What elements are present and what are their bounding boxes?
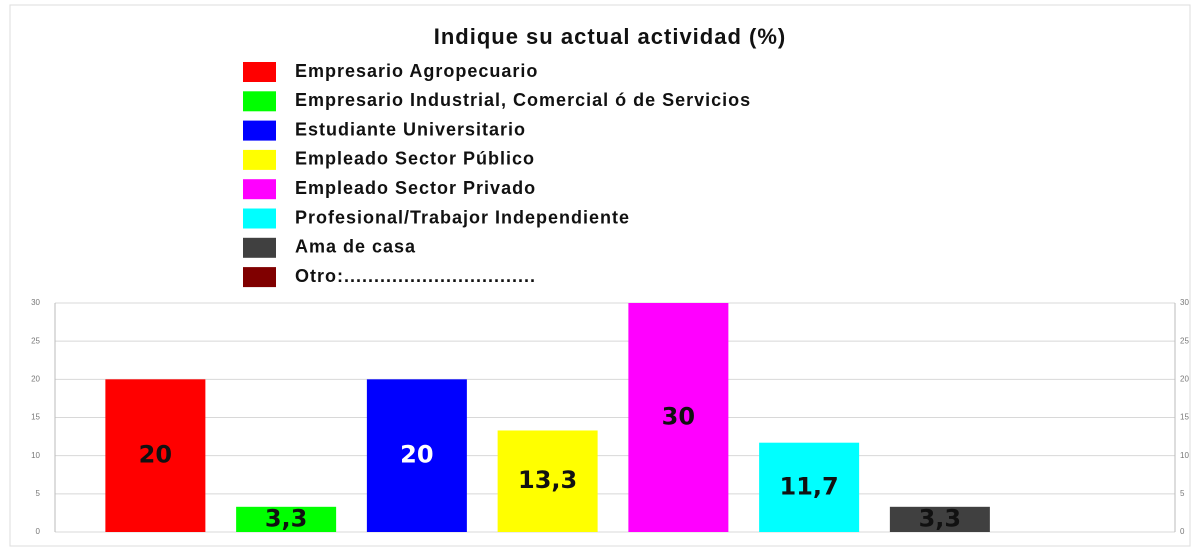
value-label: 3,3 [265,504,308,532]
legend-label: Empresario Industrial, Comercial ó de Se… [295,90,751,110]
legend-label: Empresario Agropecuario [295,61,538,81]
bar [759,442,860,532]
bar [105,379,206,532]
legend-label: Profesional/Trabajor Independiente [295,207,630,227]
legend-swatch [243,120,276,141]
value-label: 20 [139,441,172,469]
legend-swatch [243,267,276,288]
legend-swatch [243,237,276,258]
legend-swatch [243,208,276,229]
y-tick-label: 15 [31,413,40,422]
y2-tick-label: 30 [1180,298,1189,307]
y2-tick-label: 15 [1180,413,1189,422]
y-tick-label: 10 [31,451,40,460]
legend-swatch [243,91,276,112]
value-label: 20 [400,441,433,469]
value-label: 3,3 [919,504,962,532]
bar [889,506,990,532]
chart-title: Indique su actual actividad (%) [434,24,787,49]
y-tick-label: 0 [36,527,41,536]
legend-label: Otro:................................ [295,266,536,286]
value-label: 11,7 [780,472,839,500]
legend-swatch [243,62,276,82]
y2-tick-label: 25 [1180,336,1189,345]
value-label: 30 [662,403,695,431]
bar [497,430,598,532]
y-tick-label: 20 [31,374,40,383]
bar [628,303,729,532]
y2-tick-label: 5 [1180,489,1185,498]
y-tick-label: 30 [31,298,40,307]
y2-tick-label: 10 [1180,451,1189,460]
bar [366,379,467,532]
legend-label: Empleado Sector Privado [295,178,536,198]
legend-swatch [243,149,276,170]
y2-tick-label: 0 [1180,527,1185,536]
legend-label: Estudiante Universitario [295,119,526,139]
y2-tick-label: 20 [1180,374,1189,383]
legend-swatch [243,179,276,200]
bar [236,506,337,532]
y-tick-label: 25 [31,336,40,345]
y-tick-label: 5 [36,489,41,498]
legend-label: Empleado Sector Público [295,149,535,169]
legend-label: Ama de casa [295,237,416,257]
value-label: 13,3 [518,466,577,494]
